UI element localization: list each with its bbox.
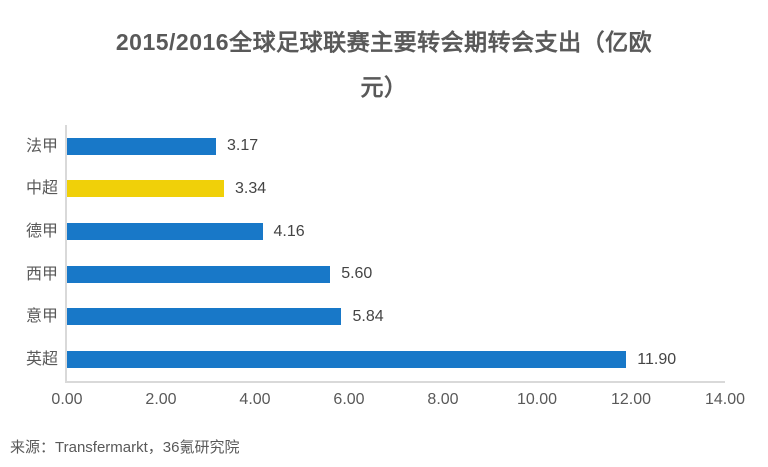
plot-area: 法甲 中超 德甲 西甲 意甲 英超 3.17 3.34 4.16 5.60: [26, 125, 745, 408]
y-label-bundesliga: 德甲: [25, 223, 58, 241]
chart-title: 2015/2016全球足球联赛主要转会期转会支出（亿欧 元）: [84, 20, 684, 110]
x-tick-10: 10.00: [516, 391, 558, 408]
y-label-ligue1: 法甲: [25, 137, 58, 155]
y-label-laliga: 西甲: [25, 265, 58, 283]
y-label-csl: 中超: [25, 180, 58, 198]
x-tick-12: 12.00: [610, 391, 652, 408]
x-axis: 0.00 2.00 4.00 6.00 8.00 10.00 12.00 14.…: [51, 381, 745, 411]
bar-value-laliga: 5.60: [341, 265, 373, 283]
source-note: 来源：Transfermarkt，36氪研究院: [10, 439, 240, 456]
bar-value-seriea: 5.84: [352, 307, 384, 325]
x-tick-2: 2.00: [145, 391, 177, 408]
y-label-epl: 英超: [25, 351, 58, 369]
bar-row-laliga: 5.60: [67, 265, 725, 283]
bar-bundesliga: [67, 223, 263, 241]
bar-value-bundesliga: 4.16: [273, 222, 305, 240]
x-tick-6: 6.00: [333, 391, 365, 408]
bar-laliga: [67, 265, 331, 283]
bar-value-csl: 3.34: [234, 179, 267, 197]
bar-value-ligue1: 3.17: [226, 137, 259, 155]
y-label-seriea: 意甲: [25, 308, 58, 326]
x-tick-0: 0.00: [51, 391, 83, 408]
bar-value-epl: 11.90: [637, 350, 677, 368]
bar-row-csl: 3.34: [67, 179, 725, 198]
bar-row-seriea: 5.84: [67, 307, 725, 326]
bar-seriea: [67, 308, 342, 326]
y-axis-labels: 法甲 中超 德甲 西甲 意甲 英超: [2, 125, 58, 381]
x-tick-4: 4.00: [239, 391, 271, 408]
chart-title-line2: 元）: [360, 74, 408, 100]
bar-rows: 3.17 3.34 4.16 5.60 5.84 11.90: [67, 125, 725, 381]
chart-title-line1: 2015/2016全球足球联赛主要转会期转会支出（亿欧: [115, 29, 653, 55]
bar-row-ligue1: 3.17: [67, 137, 725, 155]
bar-row-bundesliga: 4.16: [67, 222, 725, 241]
bar-epl: [67, 351, 627, 369]
x-tick-8: 8.00: [427, 391, 459, 408]
bar-ligue1: [67, 137, 216, 155]
bar-csl-highlighted: [67, 180, 224, 198]
bar-row-epl: 11.90: [67, 350, 725, 369]
x-tick-14: 14.00: [704, 391, 746, 408]
